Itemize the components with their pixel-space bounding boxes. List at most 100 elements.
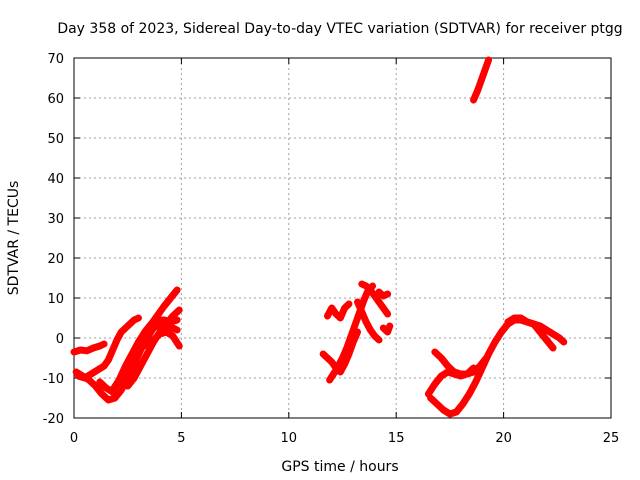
series-trace [109,286,181,394]
data-point [380,293,387,299]
data-point [470,97,477,103]
data-point [380,305,387,311]
data-point [320,351,327,357]
data-point [438,355,445,361]
data-point [440,407,447,413]
data-point [144,343,151,349]
y-tick-label: -10 [43,372,64,387]
data-point [169,325,176,331]
data-point [470,365,477,371]
data-point [163,321,170,327]
series-trace [379,322,394,336]
y-tick-label: -20 [43,412,64,427]
data-point [328,359,335,365]
data-point [105,397,112,403]
data-point [150,337,157,343]
data-point [483,63,490,69]
data-point [163,329,170,335]
data-point [483,355,490,361]
data-point [479,75,486,81]
x-axis-label: GPS time / hours [281,459,398,475]
data-point [438,373,445,379]
data-point [122,363,129,369]
data-point [156,309,163,315]
data-point [550,345,557,351]
data-point [88,371,95,377]
data-point [485,57,492,63]
data-point [492,339,499,345]
series-arc-3 [74,314,142,382]
data-point [511,315,518,321]
data-point [434,401,441,407]
data-point [376,337,383,343]
data-point [459,401,466,407]
data-point [367,287,374,293]
data-point [358,309,365,315]
data-point [128,351,135,357]
data-point [83,347,90,354]
y-tick-label: 30 [47,212,64,227]
data-point [363,283,370,289]
x-tick-labels: 0 5 10 15 20 25 [70,431,619,446]
data-point [81,375,88,381]
data-point [543,327,550,333]
data-point [333,367,340,373]
y-axis-label: SDTVAR / TECUs [6,181,22,296]
y-tick-label: 40 [47,172,64,187]
series-trace [143,328,183,350]
x-tick-label: 5 [177,431,185,446]
series-trace [323,300,353,322]
data-point [169,313,176,319]
data-point [464,371,471,377]
y-tick-label: 0 [56,332,64,347]
data-point [457,373,464,379]
data-point [105,357,112,363]
data-point [343,345,350,351]
y-tick-label: 60 [47,92,64,107]
x-tick-label: 0 [70,431,78,446]
data-point [90,345,97,351]
grid [74,58,611,418]
data-point [446,411,453,417]
data-point [96,379,103,385]
data-point [141,329,148,335]
data-point [96,343,103,349]
data-point [174,287,181,293]
data-point [94,367,101,373]
data-point [92,383,99,389]
data-point [451,371,458,377]
data-point [113,337,120,343]
data-point [167,295,174,301]
series-arc-12 [358,280,392,318]
data-point [560,339,567,345]
data-point [476,363,483,369]
data-point [135,339,142,345]
data-point [431,381,438,387]
data-point [176,343,183,349]
y-tick-label: 10 [47,292,64,307]
data-point [367,327,374,333]
data-point [384,311,391,317]
data-point [118,329,125,335]
data-point [360,297,367,303]
series-arc-5 [109,286,181,394]
data-point [376,299,383,305]
data-point [337,315,344,321]
data-point [517,315,524,321]
plot-frame [73,57,612,419]
data-point [466,391,473,397]
data-point [371,333,378,339]
series-trace [354,298,383,344]
data-point [530,321,537,327]
data-point [444,369,451,375]
data-point [537,329,544,335]
data-point [543,337,550,343]
data-point [386,323,393,329]
data-point [169,333,176,339]
series-arc-1 [70,340,108,356]
data-point [131,375,138,381]
data-point [371,293,378,299]
data-point [144,351,151,357]
series-arc-7 [143,328,183,350]
data-point [131,317,138,323]
